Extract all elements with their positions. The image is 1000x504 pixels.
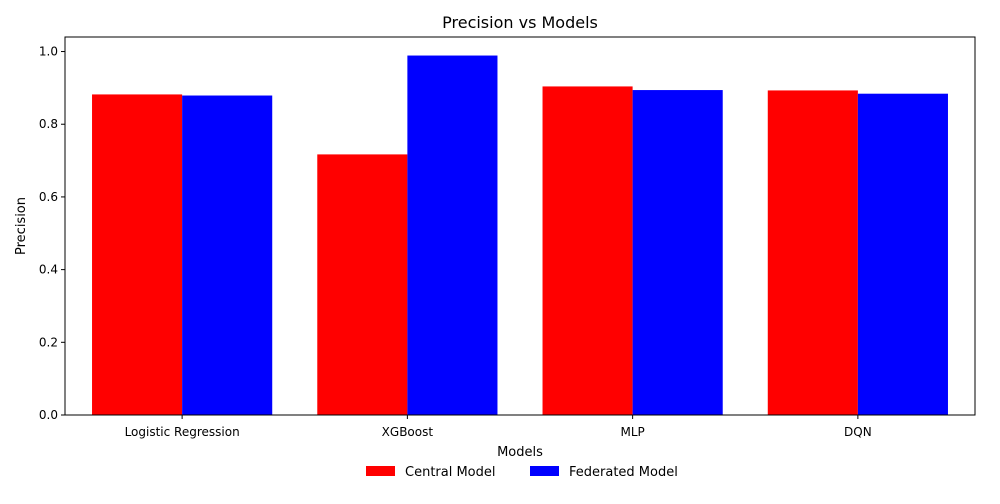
bar-series-1-1	[407, 55, 498, 416]
legend-swatch-0	[366, 466, 395, 476]
x-tick-label: Logistic Regression	[125, 425, 240, 439]
legend-label-0: Central Model	[405, 465, 496, 480]
x-axis-label: Models	[497, 445, 543, 460]
x-axis: Logistic Regression XGBoost MLP DQN	[125, 415, 872, 439]
y-tick-label: 1.0	[39, 45, 58, 59]
y-axis: 0.0 0.2 0.4 0.6 0.8 1.0	[39, 45, 65, 422]
y-tick-label: 0.4	[39, 263, 58, 277]
y-tick-label: 0.8	[39, 117, 58, 131]
y-tick-label: 0.0	[39, 408, 58, 422]
bar-series-0-3	[767, 90, 858, 416]
legend-swatch-1	[530, 466, 559, 476]
bar-series-0-2	[542, 86, 633, 415]
bar-series-1-2	[632, 90, 723, 416]
bar-series-0-1	[317, 154, 408, 415]
x-tick-label: DQN	[844, 425, 872, 439]
x-tick-label: XGBoost	[382, 425, 434, 439]
bar-series-1-0	[182, 95, 273, 416]
legend: Central Model Federated Model	[366, 465, 678, 480]
y-tick-label: 0.6	[39, 190, 58, 204]
x-tick-label: MLP	[620, 425, 644, 439]
chart-title: Precision vs Models	[442, 13, 598, 32]
y-axis-label: Precision	[14, 197, 29, 255]
y-tick-label: 0.2	[39, 335, 58, 349]
legend-label-1: Federated Model	[569, 465, 678, 480]
bar-series-1-3	[857, 93, 948, 415]
bar-series-0-0	[92, 94, 183, 415]
plot-bars	[92, 55, 948, 416]
plot-frame	[64, 36, 976, 416]
